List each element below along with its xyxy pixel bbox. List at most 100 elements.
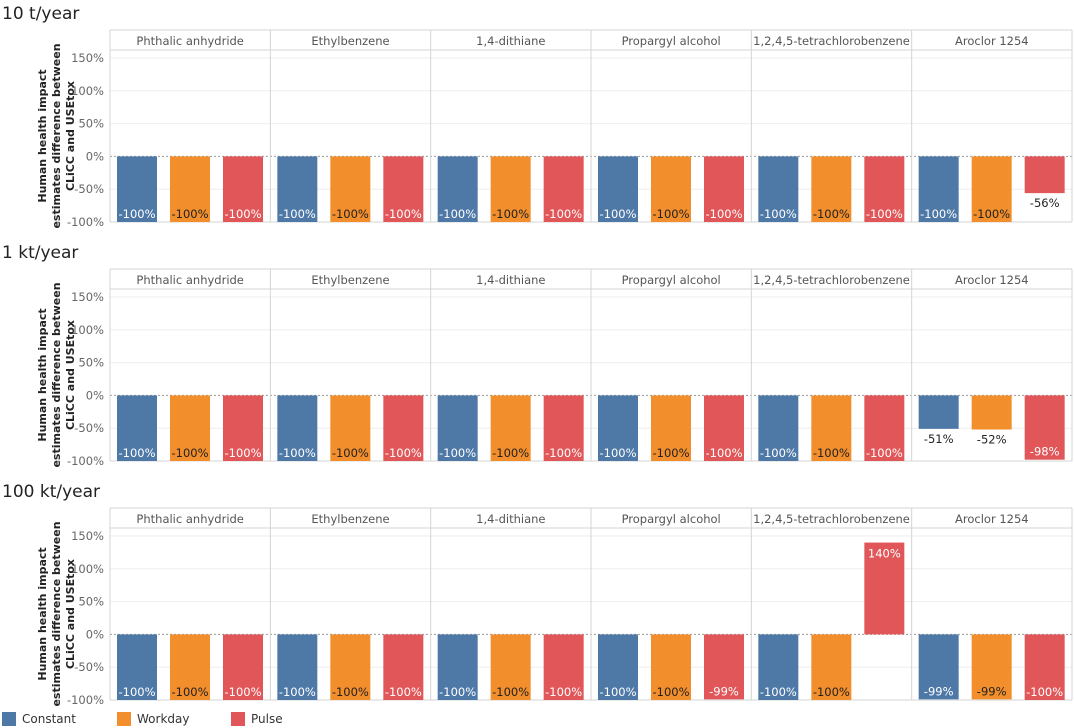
panel-1-bar-pulse-1-4-dithiane — [543, 156, 584, 222]
panel-2-data-label-workday-phthalic-anhydride: -100% — [171, 446, 208, 460]
panel-1-ylabel: CLiCC and USEtox — [64, 81, 77, 191]
panel-2-data-label-workday-ethylbenzene: -100% — [332, 446, 369, 460]
panel-1-ylabel: estimates difference between — [50, 43, 63, 228]
panel-2-data-label-constant-1-4-dithiane: -100% — [439, 446, 476, 460]
panel-2-bar-pulse-phthalic-anhydride — [223, 395, 263, 461]
panel-2-category-1-4-dithiane: 1,4-dithiane — [476, 273, 545, 287]
panel-2-bar-workday-aroclor-1254 — [971, 395, 1012, 430]
panel-2-bar-constant-phthalic-anhydride — [117, 395, 157, 461]
panel-1-ytick-label: 50% — [78, 117, 104, 131]
panel-3-data-label-constant-1-2-4-5-tetrachlorobenzene: -100% — [760, 685, 797, 699]
panel-2-data-label-constant-1-2-4-5-tetrachlorobenzene: -100% — [760, 446, 797, 460]
legend-item-workday[interactable]: Workday — [117, 712, 231, 726]
panel-2-category-ethylbenzene: Ethylbenzene — [311, 273, 389, 287]
panel-1-bar-constant-phthalic-anhydride — [117, 156, 157, 222]
panel-3-bar-constant-1-2-4-5-tetrachlorobenzene — [758, 634, 799, 700]
panel-1-ytick-label: -100% — [67, 215, 104, 229]
panel-2-data-label-pulse-ethylbenzene: -100% — [385, 446, 422, 460]
panel-2-bar-constant-aroclor-1254 — [918, 395, 959, 429]
panel-3-data-label-pulse-phthalic-anhydride: -100% — [224, 685, 261, 699]
panel-3-data-label-constant-phthalic-anhydride: -100% — [118, 685, 155, 699]
panel-1-title: 10 t/year — [2, 4, 79, 24]
panel-3-bar-workday-1-2-4-5-tetrachlorobenzene — [811, 634, 852, 700]
panel-3-ytick-label: -50% — [74, 660, 104, 674]
panel-3-ytick-label: 50% — [78, 595, 104, 609]
panel-3-category-1-4-dithiane: 1,4-dithiane — [476, 512, 545, 526]
panel-2-bar-pulse-1-2-4-5-tetrachlorobenzene — [864, 395, 905, 461]
panel-2-bar-workday-propargyl-alcohol — [651, 395, 691, 461]
legend-item-constant[interactable]: Constant — [2, 712, 117, 726]
panel-2-data-label-constant-propargyl-alcohol: -100% — [599, 446, 636, 460]
panel-2-data-label-workday-1-2-4-5-tetrachlorobenzene: -100% — [813, 446, 850, 460]
panel-3-ylabel: Human health impact — [36, 547, 49, 680]
panel-1-data-label-constant-1-2-4-5-tetrachlorobenzene: -100% — [760, 207, 797, 221]
panel-1-bar-workday-1-4-dithiane — [490, 156, 531, 222]
panel-1-category-1-2-4-5-tetrachlorobenzene: 1,2,4,5-tetrachlorobenzene — [753, 34, 910, 48]
panel-1-bar-workday-phthalic-anhydride — [170, 156, 210, 222]
panel-2-ylabel: Human health impact — [36, 308, 49, 441]
panel-1-data-label-workday-propargyl-alcohol: -100% — [652, 207, 689, 221]
panel-1-category-phthalic-anhydride: Phthalic anhydride — [136, 34, 243, 48]
panel-1-data-label-workday-1-4-dithiane: -100% — [492, 207, 529, 221]
panel-1-bar-pulse-ethylbenzene — [383, 156, 424, 222]
panel-1-bar-workday-aroclor-1254 — [971, 156, 1012, 222]
panel-2-ylabel: estimates difference between — [50, 282, 63, 467]
panel-3-data-label-workday-propargyl-alcohol: -100% — [652, 685, 689, 699]
panel-1-category-aroclor-1254: Aroclor 1254 — [955, 34, 1029, 48]
panel-2-bar-constant-propargyl-alcohol — [598, 395, 638, 461]
panel-3-bar-pulse-ethylbenzene — [383, 634, 424, 700]
panel-1-bar-pulse-phthalic-anhydride — [223, 156, 263, 222]
panel-3-ytick-label: 150% — [71, 529, 104, 543]
panel-3-bar-workday-aroclor-1254 — [971, 634, 1012, 700]
panel-1-bar-constant-propargyl-alcohol — [598, 156, 638, 222]
panel-3-data-label-pulse-propargyl-alcohol: -99% — [709, 684, 739, 698]
panel-1-data-label-workday-1-2-4-5-tetrachlorobenzene: -100% — [813, 207, 850, 221]
panel-1-ylabel: Human health impact — [36, 69, 49, 202]
panel-2-ytick-label: 50% — [78, 356, 104, 370]
panel-1-bar-pulse-propargyl-alcohol — [704, 156, 744, 222]
panel-2-title: 1 kt/year — [2, 243, 78, 263]
panel-1-ytick-label: -50% — [74, 182, 104, 196]
panel-3-bar-pulse-propargyl-alcohol — [704, 634, 744, 700]
legend-swatch-pulse — [231, 712, 245, 726]
legend-label-workday: Workday — [137, 712, 190, 726]
panel-3-ytick-label: 0% — [86, 627, 104, 641]
legend: Constant Workday Pulse — [2, 710, 283, 728]
panel-2-ytick-label: -50% — [74, 421, 104, 435]
panel-2-category-1-2-4-5-tetrachlorobenzene: 1,2,4,5-tetrachlorobenzene — [753, 273, 910, 287]
panel-1-data-label-pulse-ethylbenzene: -100% — [385, 207, 422, 221]
panel-3-category-ethylbenzene: Ethylbenzene — [311, 512, 389, 526]
panel-3-ylabel: estimates difference between — [50, 521, 63, 706]
panel-1-bar-workday-ethylbenzene — [330, 156, 371, 222]
panel-2-bar-pulse-1-4-dithiane — [543, 395, 584, 461]
legend-label-constant: Constant — [22, 712, 76, 726]
panel-3-bar-pulse-1-4-dithiane — [543, 634, 584, 700]
panel-1-bar-constant-aroclor-1254 — [918, 156, 959, 222]
legend-label-pulse: Pulse — [251, 712, 283, 726]
panel-1-data-label-pulse-1-2-4-5-tetrachlorobenzene: -100% — [866, 207, 903, 221]
panel-1-data-label-workday-aroclor-1254: -100% — [973, 207, 1010, 221]
panel-3-data-label-pulse-ethylbenzene: -100% — [385, 685, 422, 699]
panel-1-data-label-workday-phthalic-anhydride: -100% — [171, 207, 208, 221]
panel-3-data-label-constant-1-4-dithiane: -100% — [439, 685, 476, 699]
panel-1-data-label-workday-ethylbenzene: -100% — [332, 207, 369, 221]
panel-3-bar-pulse-aroclor-1254 — [1024, 634, 1065, 700]
panel-2-category-propargyl-alcohol: Propargyl alcohol — [622, 273, 721, 287]
panel-1-ytick-label: 0% — [86, 149, 104, 163]
legend-item-pulse[interactable]: Pulse — [231, 712, 283, 726]
panel-3-bar-workday-ethylbenzene — [330, 634, 371, 700]
legend-swatch-workday — [117, 712, 131, 726]
legend-swatch-constant — [2, 712, 16, 726]
panel-2-data-label-pulse-1-4-dithiane: -100% — [545, 446, 582, 460]
panel-2-bar-pulse-propargyl-alcohol — [704, 395, 744, 461]
panel-2-data-label-pulse-phthalic-anhydride: -100% — [224, 446, 261, 460]
panel-3-data-label-workday-ethylbenzene: -100% — [332, 685, 369, 699]
panel-2-category-aroclor-1254: Aroclor 1254 — [955, 273, 1029, 287]
chart-svg: 10 t/year Phthalic anhydride Ethylbenzene 1… — [2, 4, 1073, 707]
panel-2-data-label-constant-ethylbenzene: -100% — [279, 446, 316, 460]
panel-1-data-label-pulse-phthalic-anhydride: -100% — [224, 207, 261, 221]
panel-3-data-label-workday-aroclor-1254: -99% — [977, 684, 1007, 698]
panel-1-category-ethylbenzene: Ethylbenzene — [311, 34, 389, 48]
panel-2-data-label-workday-aroclor-1254: -52% — [977, 433, 1007, 447]
